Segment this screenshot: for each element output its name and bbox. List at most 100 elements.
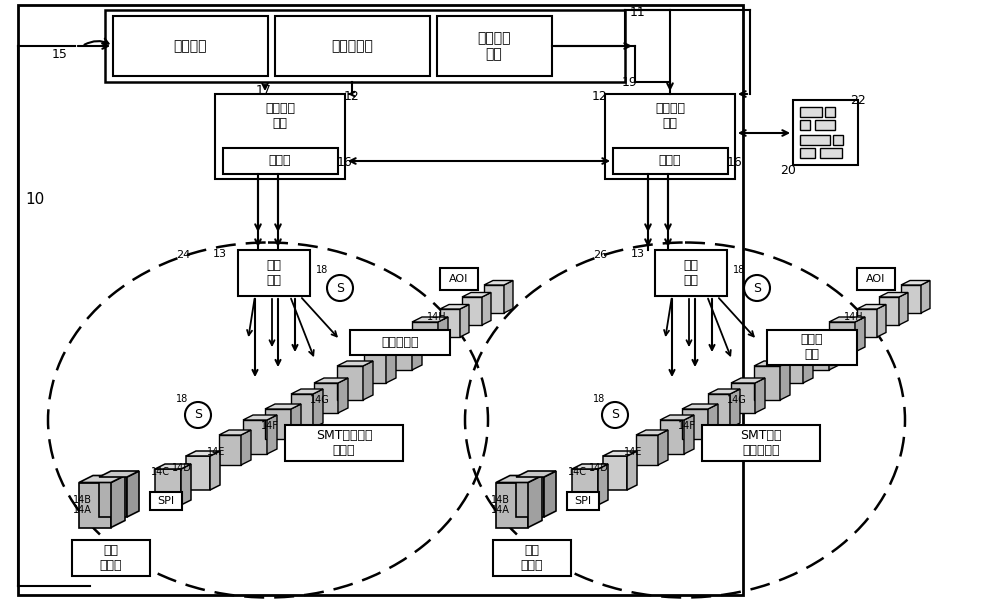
Polygon shape (314, 383, 338, 413)
Polygon shape (603, 456, 627, 490)
Bar (223, 148, 338, 174)
Text: 14C: 14C (150, 467, 170, 477)
Polygon shape (79, 476, 125, 482)
Text: 18: 18 (176, 394, 188, 404)
Polygon shape (504, 281, 513, 313)
Text: 工业控制
系统: 工业控制 系统 (655, 102, 685, 130)
Polygon shape (516, 471, 556, 477)
Text: 13: 13 (631, 249, 645, 259)
Bar (800, 148, 815, 158)
Text: SMT部件
拾取和放置: SMT部件 拾取和放置 (740, 429, 782, 457)
Polygon shape (386, 348, 396, 383)
Text: 锡膏
印刷机: 锡膏 印刷机 (521, 544, 543, 572)
Text: 16: 16 (727, 155, 743, 169)
Text: S: S (611, 409, 619, 421)
Polygon shape (684, 415, 694, 454)
Text: S: S (194, 409, 202, 421)
Polygon shape (412, 317, 448, 322)
Polygon shape (241, 430, 251, 465)
Polygon shape (412, 331, 422, 370)
Polygon shape (780, 361, 790, 400)
Polygon shape (219, 430, 251, 435)
Polygon shape (754, 366, 780, 400)
Polygon shape (603, 451, 637, 456)
Polygon shape (99, 471, 139, 477)
Polygon shape (528, 476, 542, 527)
Bar (105, 10, 625, 82)
Polygon shape (857, 309, 877, 337)
Text: 控制器: 控制器 (659, 155, 681, 167)
Polygon shape (438, 317, 448, 352)
Bar (857, 268, 895, 290)
Bar (72, 540, 150, 576)
Text: 26: 26 (593, 250, 607, 260)
Text: 20: 20 (780, 164, 796, 176)
Text: 15: 15 (52, 49, 68, 61)
Text: 12: 12 (344, 90, 360, 104)
Text: 控制器: 控制器 (269, 155, 291, 167)
Polygon shape (636, 435, 658, 465)
Polygon shape (660, 415, 694, 420)
Bar (493, 540, 571, 576)
Text: 14G: 14G (310, 395, 330, 405)
Polygon shape (186, 456, 210, 490)
Polygon shape (363, 361, 373, 400)
Polygon shape (901, 281, 930, 285)
Text: 14H: 14H (427, 312, 447, 322)
Polygon shape (572, 469, 598, 505)
Text: 12: 12 (592, 90, 608, 104)
Polygon shape (781, 353, 803, 383)
Polygon shape (572, 464, 608, 469)
Polygon shape (879, 297, 899, 325)
Text: S: S (336, 282, 344, 294)
Text: 对流回
流炉: 对流回 流炉 (801, 333, 823, 361)
Polygon shape (186, 451, 220, 456)
Polygon shape (79, 482, 111, 527)
Text: AOI: AOI (449, 274, 469, 284)
Polygon shape (364, 348, 396, 353)
Polygon shape (111, 476, 125, 527)
Polygon shape (829, 331, 839, 370)
Polygon shape (829, 317, 865, 322)
Polygon shape (210, 451, 220, 490)
Polygon shape (708, 404, 718, 439)
Text: 16: 16 (337, 155, 353, 169)
Text: 14C: 14C (568, 467, 586, 477)
Text: 14G: 14G (727, 395, 747, 405)
Text: 14A: 14A (73, 505, 91, 515)
Polygon shape (219, 435, 241, 465)
Text: 14D: 14D (589, 463, 609, 473)
Polygon shape (516, 477, 544, 517)
Text: 服务器设备: 服务器设备 (331, 39, 373, 53)
Polygon shape (805, 336, 829, 370)
Polygon shape (337, 366, 363, 400)
Bar (815, 120, 835, 130)
Bar (215, 94, 345, 179)
Polygon shape (660, 420, 684, 454)
Text: 11: 11 (630, 5, 646, 19)
Bar (820, 148, 842, 158)
Polygon shape (313, 389, 323, 428)
Text: SPI: SPI (574, 496, 592, 506)
Polygon shape (291, 394, 313, 428)
Polygon shape (708, 389, 740, 394)
Bar (825, 107, 835, 117)
Text: 10: 10 (25, 193, 45, 208)
Text: 14A: 14A (491, 505, 509, 515)
Text: 14E: 14E (624, 447, 642, 457)
Polygon shape (805, 331, 839, 336)
Text: AOI: AOI (866, 274, 886, 284)
Text: 14B: 14B (490, 495, 510, 505)
Text: 19: 19 (622, 75, 638, 88)
Circle shape (327, 275, 353, 301)
Polygon shape (598, 464, 608, 505)
Polygon shape (755, 378, 765, 413)
Polygon shape (364, 353, 386, 383)
Bar (605, 94, 735, 179)
Polygon shape (155, 464, 191, 469)
Text: 24: 24 (176, 250, 190, 260)
Polygon shape (99, 477, 127, 517)
Text: 工厂管理
系统: 工厂管理 系统 (477, 31, 511, 61)
Text: 14H: 14H (844, 312, 864, 322)
Bar (440, 268, 478, 290)
